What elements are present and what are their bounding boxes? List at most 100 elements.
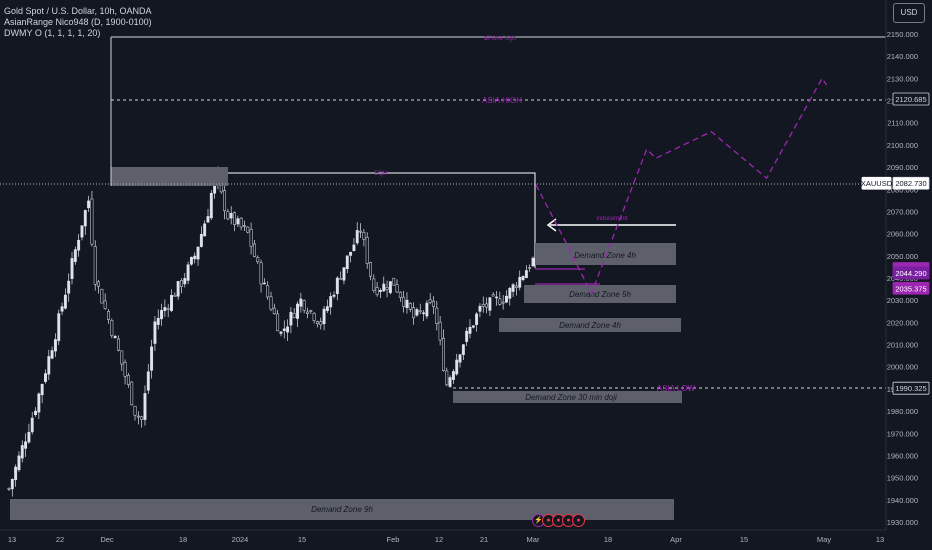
price-label-box <box>892 281 930 295</box>
flag-us-icon[interactable]: ● <box>572 514 585 527</box>
time-axis[interactable]: 13 22 Dec 18 2024 15 Feb 12 21 Mar 18 Apr 15 May 13 <box>0 529 886 544</box>
all-time-high-label: all time high <box>484 36 516 42</box>
candle-body <box>352 244 356 252</box>
candle-body <box>306 311 309 314</box>
candle-body <box>468 327 472 334</box>
price-label: XAUUSD <box>861 179 893 188</box>
candle-body <box>458 354 462 363</box>
candle-body <box>296 303 299 319</box>
demand-zone-5h <box>524 285 676 303</box>
candle-body <box>438 321 442 341</box>
candle-body <box>432 300 435 307</box>
candle-body <box>315 321 319 325</box>
demand-zone-5h-label: Demand Zone 5h <box>569 290 631 299</box>
eqh-label: EQH <box>374 171 387 177</box>
candle-body <box>236 218 240 225</box>
flag-us-icon[interactable]: ● <box>562 514 575 527</box>
candle-body <box>402 296 406 307</box>
candle-body <box>378 290 382 292</box>
price-label: 2082.730 <box>895 179 926 188</box>
candle-body <box>448 377 452 387</box>
candle-body <box>392 277 396 286</box>
demand-zone-30min-doji <box>453 391 682 403</box>
candle-body <box>163 307 167 311</box>
asia-high-label: ASIA HIGH <box>482 96 522 105</box>
price-tick-label: 2060.000 <box>887 230 918 239</box>
candle-body <box>369 262 372 277</box>
candle-body <box>229 213 233 219</box>
price-tick-label: 1960.000 <box>887 451 918 460</box>
demand-zone-4h-lower-label: Demand Zone 4h <box>559 321 621 330</box>
candle-body <box>332 294 336 297</box>
price-tick-label: 1980.000 <box>887 407 918 416</box>
candle-body <box>53 339 57 352</box>
candle-body <box>435 307 439 325</box>
candle-body <box>524 270 528 279</box>
candle-body <box>133 405 137 416</box>
candle-body <box>272 307 276 315</box>
candle-body <box>485 303 489 308</box>
candle-body <box>518 277 522 288</box>
candle-body <box>309 310 313 312</box>
candle-body <box>428 299 432 303</box>
candle-body <box>14 466 18 481</box>
candle-body <box>37 393 41 413</box>
indicator-dwmy[interactable]: DWMY O (1, 1, 1, 1, 20) <box>4 28 101 38</box>
currency-button[interactable]: USD <box>893 3 925 23</box>
candle-body <box>498 298 502 305</box>
price-label: 2035.375 <box>895 284 926 293</box>
candle-body <box>282 328 286 331</box>
candle-body <box>130 381 134 406</box>
candle-body <box>243 225 246 227</box>
candle-body <box>126 375 130 385</box>
time-tick-label: Mar <box>527 535 540 544</box>
candle-body <box>505 295 508 303</box>
candle-body <box>209 192 213 219</box>
candle-body <box>100 289 104 304</box>
price-axis[interactable]: 2150.0002140.0002130.0002120.0002110.000… <box>885 0 918 530</box>
price-tick-label: 2000.000 <box>887 363 918 372</box>
candle-body <box>180 280 183 287</box>
candle-body <box>345 255 349 269</box>
candle-body <box>67 280 71 294</box>
candle-body <box>451 371 455 380</box>
candle-body <box>329 296 333 308</box>
chart-legend: Gold Spot / U.S. Dollar, 10h, OANDA Asia… <box>4 6 152 39</box>
candle-body <box>140 416 144 420</box>
price-tick-label: 2140.000 <box>887 52 918 61</box>
candle-body <box>514 285 518 288</box>
candle-body <box>252 243 256 257</box>
demand-zone-4h-upper <box>535 243 676 265</box>
symbol-title[interactable]: Gold Spot / U.S. Dollar, 10h, OANDA <box>4 6 152 16</box>
candle-body <box>27 431 31 443</box>
time-tick-label: 15 <box>298 535 306 544</box>
candle-body <box>355 230 359 244</box>
candle-body <box>461 344 465 355</box>
candle-body <box>196 246 200 260</box>
candle-body <box>107 311 110 320</box>
time-tick-label: 21 <box>480 535 488 544</box>
candle-body <box>408 303 412 310</box>
price-label-box <box>892 176 930 190</box>
candle-body <box>246 226 250 233</box>
candle-body <box>319 321 323 326</box>
candle-body <box>511 284 515 292</box>
candle-body <box>349 251 353 256</box>
candlestick-series <box>7 166 535 497</box>
events-markers[interactable]: ⚡ ● ● ● ● <box>532 514 585 527</box>
candle-body <box>289 311 293 326</box>
candle-body <box>120 350 124 365</box>
candle-body <box>20 445 24 459</box>
candle-body <box>116 338 120 351</box>
candle-body <box>173 294 177 297</box>
candle-body <box>405 299 409 309</box>
demand-zone-30min-doji-label: Demand Zone 30 min doji <box>525 393 617 402</box>
time-tick-label: 18 <box>604 535 612 544</box>
candle-body <box>418 310 422 313</box>
price-label-box <box>892 266 930 280</box>
indicator-asian-range[interactable]: AsianRange Nico948 (D, 1900-0100) <box>4 17 152 27</box>
candle-body <box>478 305 482 312</box>
candle-body <box>256 257 260 262</box>
candle-body <box>103 300 107 309</box>
